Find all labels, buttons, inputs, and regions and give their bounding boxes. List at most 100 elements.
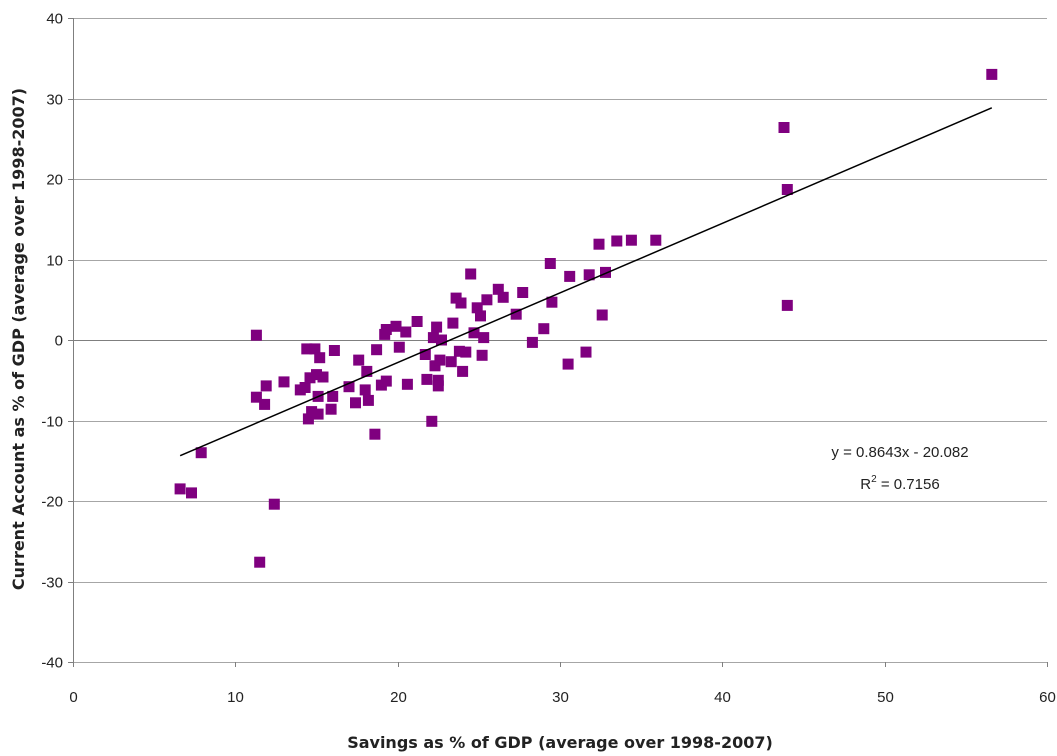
data-point-11 (299, 382, 311, 393)
data-point-9 (278, 376, 290, 388)
data-point-24 (328, 345, 340, 356)
data-point-68 (510, 308, 522, 320)
y-tick-label-3: -10 (41, 414, 63, 431)
data-point-74 (562, 358, 574, 370)
y-tick-label-6: 20 (46, 172, 63, 189)
data-point-46 (429, 360, 441, 372)
data-point-27 (353, 354, 365, 366)
data-point-38 (393, 341, 405, 353)
data-point-50 (434, 354, 446, 366)
data-point-59 (465, 268, 477, 280)
data-point-72 (544, 258, 556, 269)
x-tick-label-4: 40 (714, 689, 731, 706)
data-point-43 (421, 373, 433, 385)
data-point-80 (600, 266, 611, 278)
trendline (179, 107, 993, 457)
data-point-3 (250, 329, 262, 341)
axes (68, 18, 1048, 667)
data-point-75 (564, 270, 576, 282)
data-point-63 (476, 349, 488, 361)
data-point-31 (369, 428, 381, 440)
data-point-86 (781, 299, 793, 311)
data-point-57 (457, 365, 469, 377)
data-point-60 (468, 327, 480, 339)
y-tick-label-5: 10 (46, 253, 63, 270)
data-point-8 (268, 498, 280, 510)
data-point-79 (596, 309, 608, 321)
y-tick-label-8: 40 (46, 11, 63, 28)
y-tick-label-7: 30 (46, 92, 63, 109)
data-point-26 (350, 397, 361, 409)
data-point-39 (400, 326, 412, 338)
trendline-group (179, 107, 993, 457)
data-point-15 (306, 406, 318, 418)
data-point-53 (447, 317, 459, 329)
data-point-81 (611, 235, 623, 247)
data-point-82 (625, 234, 637, 246)
data-point-16 (309, 343, 321, 355)
data-point-41 (411, 316, 423, 327)
data-point-83 (650, 234, 662, 246)
data-point-20 (314, 352, 326, 364)
trendline-equation: y = 0.8643x - 20.082 (831, 444, 968, 461)
x-tick-label-5: 50 (877, 689, 894, 706)
data-point-28 (359, 384, 371, 396)
data-point-0 (174, 483, 186, 495)
r2-superscript: 2 (871, 474, 877, 485)
x-tick-label-1: 10 (227, 689, 244, 706)
data-point-1 (186, 487, 197, 499)
x-tick-label-0: 0 (69, 689, 77, 706)
data-point-85 (781, 184, 793, 195)
data-point-73 (546, 296, 558, 308)
data-point-78 (593, 238, 605, 250)
data-point-45 (427, 332, 439, 344)
data-point-52 (445, 356, 457, 368)
data-point-6 (259, 398, 271, 410)
tick-labels: -40 -30 -20 -10 0 10 20 30 40 0 10 20 30 40 50 60 (41, 11, 1056, 707)
data-point-14 (304, 372, 316, 384)
data-point-37 (390, 320, 402, 332)
data-point-40 (401, 378, 413, 390)
data-point-66 (492, 283, 504, 295)
data-point-44 (426, 415, 438, 427)
x-axis-label: Savings as % of GDP (average over 1998-2… (347, 733, 773, 752)
data-point-12 (301, 343, 313, 355)
data-point-47 (431, 321, 443, 333)
data-point-4 (250, 391, 262, 403)
x-tick-label-2: 20 (390, 689, 407, 706)
data-point-30 (362, 394, 374, 406)
data-point-19 (312, 408, 324, 420)
data-points (174, 68, 998, 568)
data-point-55 (453, 345, 465, 357)
data-point-49 (432, 380, 444, 392)
data-point-77 (583, 269, 595, 281)
data-point-48 (432, 374, 444, 386)
y-tick-label-4: 0 (55, 333, 63, 350)
data-point-17 (311, 369, 322, 381)
data-point-23 (327, 390, 339, 402)
data-point-70 (526, 336, 538, 348)
data-point-29 (361, 365, 373, 377)
data-point-13 (302, 413, 314, 425)
data-point-67 (497, 291, 509, 303)
y-axis-label: Current Account as % of GDP (average ove… (9, 88, 28, 590)
r2-prefix: R (860, 476, 871, 493)
y-tick-label-0: -40 (41, 655, 63, 672)
trendline-r-squared: R2 = 0.7156 (860, 474, 939, 493)
y-tick-label-2: -20 (41, 494, 63, 511)
x-tick-label-6: 60 (1039, 689, 1056, 706)
gridlines (73, 18, 1047, 663)
data-point-25 (343, 381, 355, 393)
data-point-51 (436, 334, 447, 346)
data-point-36 (380, 375, 392, 387)
r2-value: = 0.7156 (877, 476, 940, 493)
data-point-64 (478, 332, 490, 344)
data-point-22 (325, 403, 337, 415)
data-point-7 (260, 380, 272, 392)
data-point-32 (371, 344, 383, 356)
data-point-84 (778, 122, 790, 133)
data-point-87 (986, 68, 998, 80)
data-point-56 (455, 297, 467, 309)
data-point-2 (195, 447, 207, 459)
data-point-35 (380, 324, 392, 335)
